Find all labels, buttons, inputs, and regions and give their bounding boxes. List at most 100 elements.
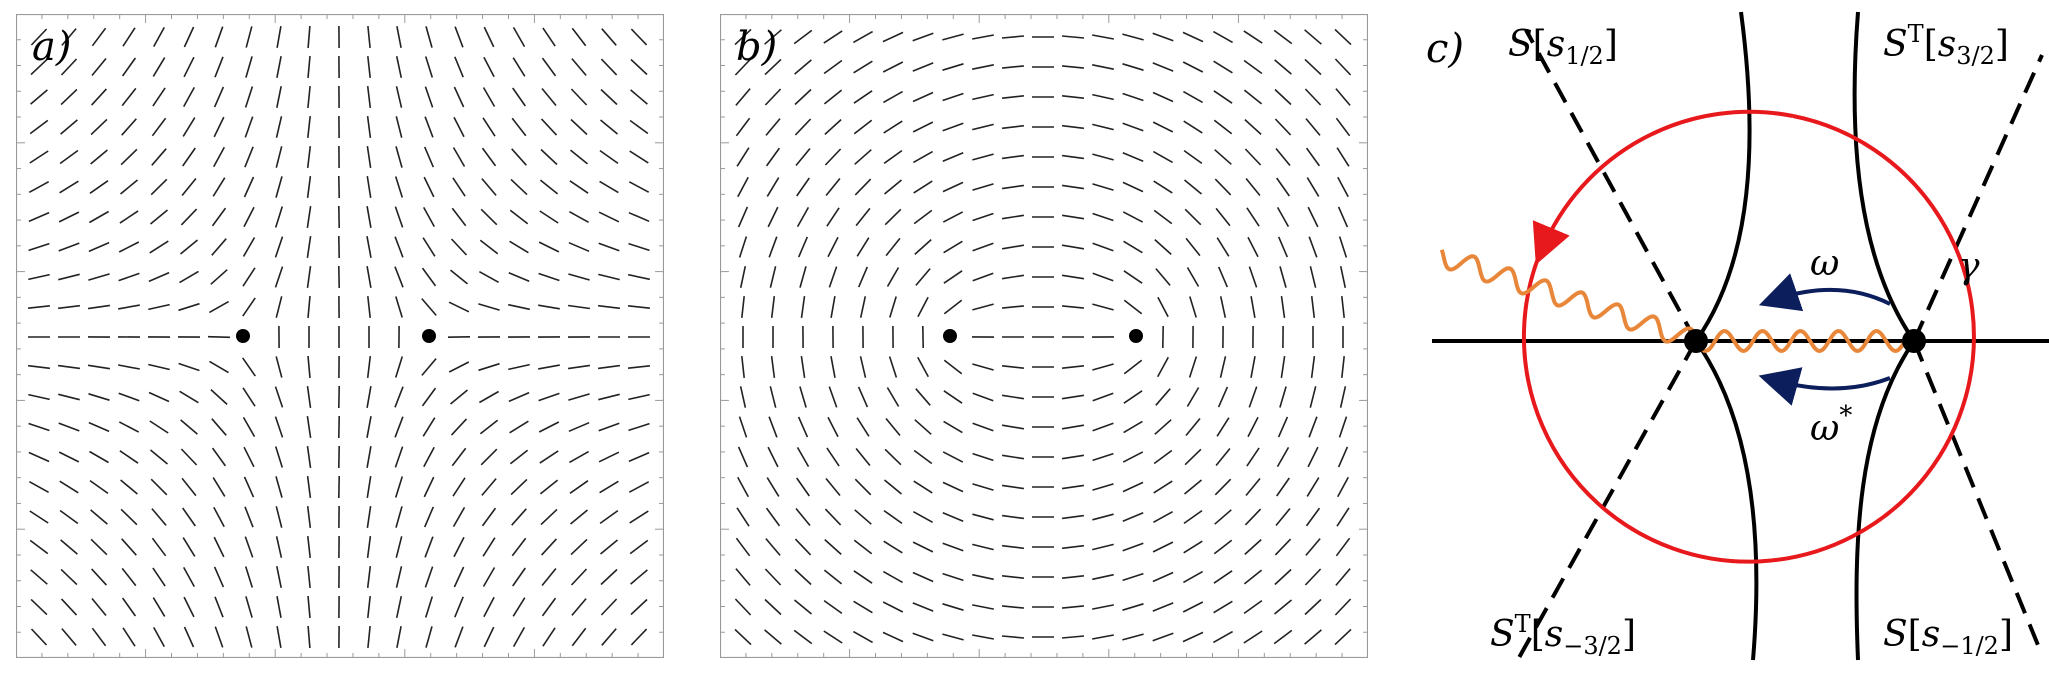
director-segment (1305, 507, 1321, 527)
director-segment (823, 59, 843, 75)
director-segment (882, 631, 904, 643)
director-segment (736, 507, 750, 527)
director-segment (825, 477, 841, 497)
director-segment (274, 236, 284, 258)
director-segment (87, 304, 111, 310)
director-segment (1273, 629, 1293, 645)
director-segment (307, 566, 311, 588)
director-segment (59, 509, 79, 525)
director-segment (366, 416, 372, 438)
director-segment (569, 210, 589, 224)
director-segment (449, 389, 469, 405)
director-segment (600, 88, 618, 106)
director-segment (1304, 58, 1322, 76)
director-segment (307, 295, 311, 319)
director-segment (1061, 244, 1085, 250)
director-segment (1001, 244, 1025, 250)
director-segment (796, 207, 810, 227)
director-segment (1183, 179, 1203, 195)
director-segment (854, 478, 872, 496)
branch-point-right (1902, 329, 1926, 353)
director-segment (307, 116, 311, 138)
director-segment (1153, 209, 1173, 225)
director-segment (972, 573, 994, 581)
director-segment (182, 147, 196, 167)
director-segment (481, 507, 497, 527)
director-segment (152, 597, 166, 617)
director-segment (1001, 454, 1025, 460)
director-segment (1001, 514, 1025, 520)
director-segment (1002, 365, 1024, 369)
director-segment (972, 452, 994, 462)
director-segment (857, 266, 869, 288)
panel-b-label: b) (736, 24, 777, 70)
director-segment (509, 209, 529, 225)
panel-a: a) (16, 14, 664, 658)
director-segment (598, 304, 620, 310)
director-segment (599, 119, 619, 135)
stokes-curve-lower-left (1694, 339, 1759, 661)
director-segment (794, 59, 812, 75)
director-segment (244, 146, 254, 168)
director-segment (1334, 628, 1352, 646)
director-segment (885, 417, 901, 437)
director-segment (1305, 538, 1321, 556)
director-segment (1092, 483, 1114, 491)
director-segment (306, 235, 312, 259)
director-segment (451, 207, 467, 227)
director-segment (770, 296, 776, 318)
director-segment (856, 237, 870, 257)
director-segment (1276, 177, 1290, 197)
branch-cut-left (1439, 249, 1698, 344)
director-segment (1277, 416, 1289, 438)
director-segment (243, 446, 255, 468)
director-segment (1123, 390, 1143, 404)
director-segment (630, 28, 648, 46)
director-segment (1092, 272, 1114, 282)
director-segment (1248, 266, 1258, 288)
director-segment (306, 385, 312, 409)
director-segment (60, 88, 78, 106)
stokes-curve-upper-left (1694, 11, 1752, 343)
director-segment (1183, 509, 1203, 525)
director-segment (799, 266, 807, 288)
director-segment (1309, 386, 1317, 408)
director-segment (482, 117, 496, 137)
director-segment (739, 386, 747, 408)
director-segment (58, 211, 80, 223)
director-segment (768, 236, 778, 258)
director-segment (942, 33, 964, 41)
director-segment (824, 508, 842, 526)
director-segment (1244, 119, 1262, 135)
director-segment (366, 266, 372, 288)
panel-a-svg: a) (16, 14, 664, 658)
director-segment (972, 212, 994, 222)
director-segment (853, 119, 873, 135)
director-segment (739, 266, 747, 288)
director-segment (854, 178, 872, 196)
director-segment (1213, 570, 1233, 584)
director-segment (483, 626, 495, 648)
director-segment (394, 446, 404, 468)
director-segment (29, 510, 49, 524)
director-segment (209, 300, 229, 314)
director-segment (853, 630, 873, 644)
director-segment (943, 390, 963, 404)
director-segment (913, 480, 933, 494)
director-segment (1306, 177, 1320, 197)
director-segment (1092, 363, 1114, 371)
director-segment (628, 211, 650, 223)
director-segment (571, 627, 587, 647)
director-segment (972, 483, 994, 491)
director-segment (972, 123, 994, 131)
director-segment (424, 56, 434, 78)
director-segment (972, 183, 994, 191)
director-segment (212, 477, 226, 497)
director-segment (1001, 35, 1025, 39)
director-segment (1152, 32, 1174, 42)
director-segment (61, 28, 77, 46)
director-segment (942, 451, 964, 463)
sector-label-top-left: S[s1/2] (1508, 24, 1618, 70)
director-segment (214, 626, 224, 648)
director-segment (306, 445, 312, 469)
